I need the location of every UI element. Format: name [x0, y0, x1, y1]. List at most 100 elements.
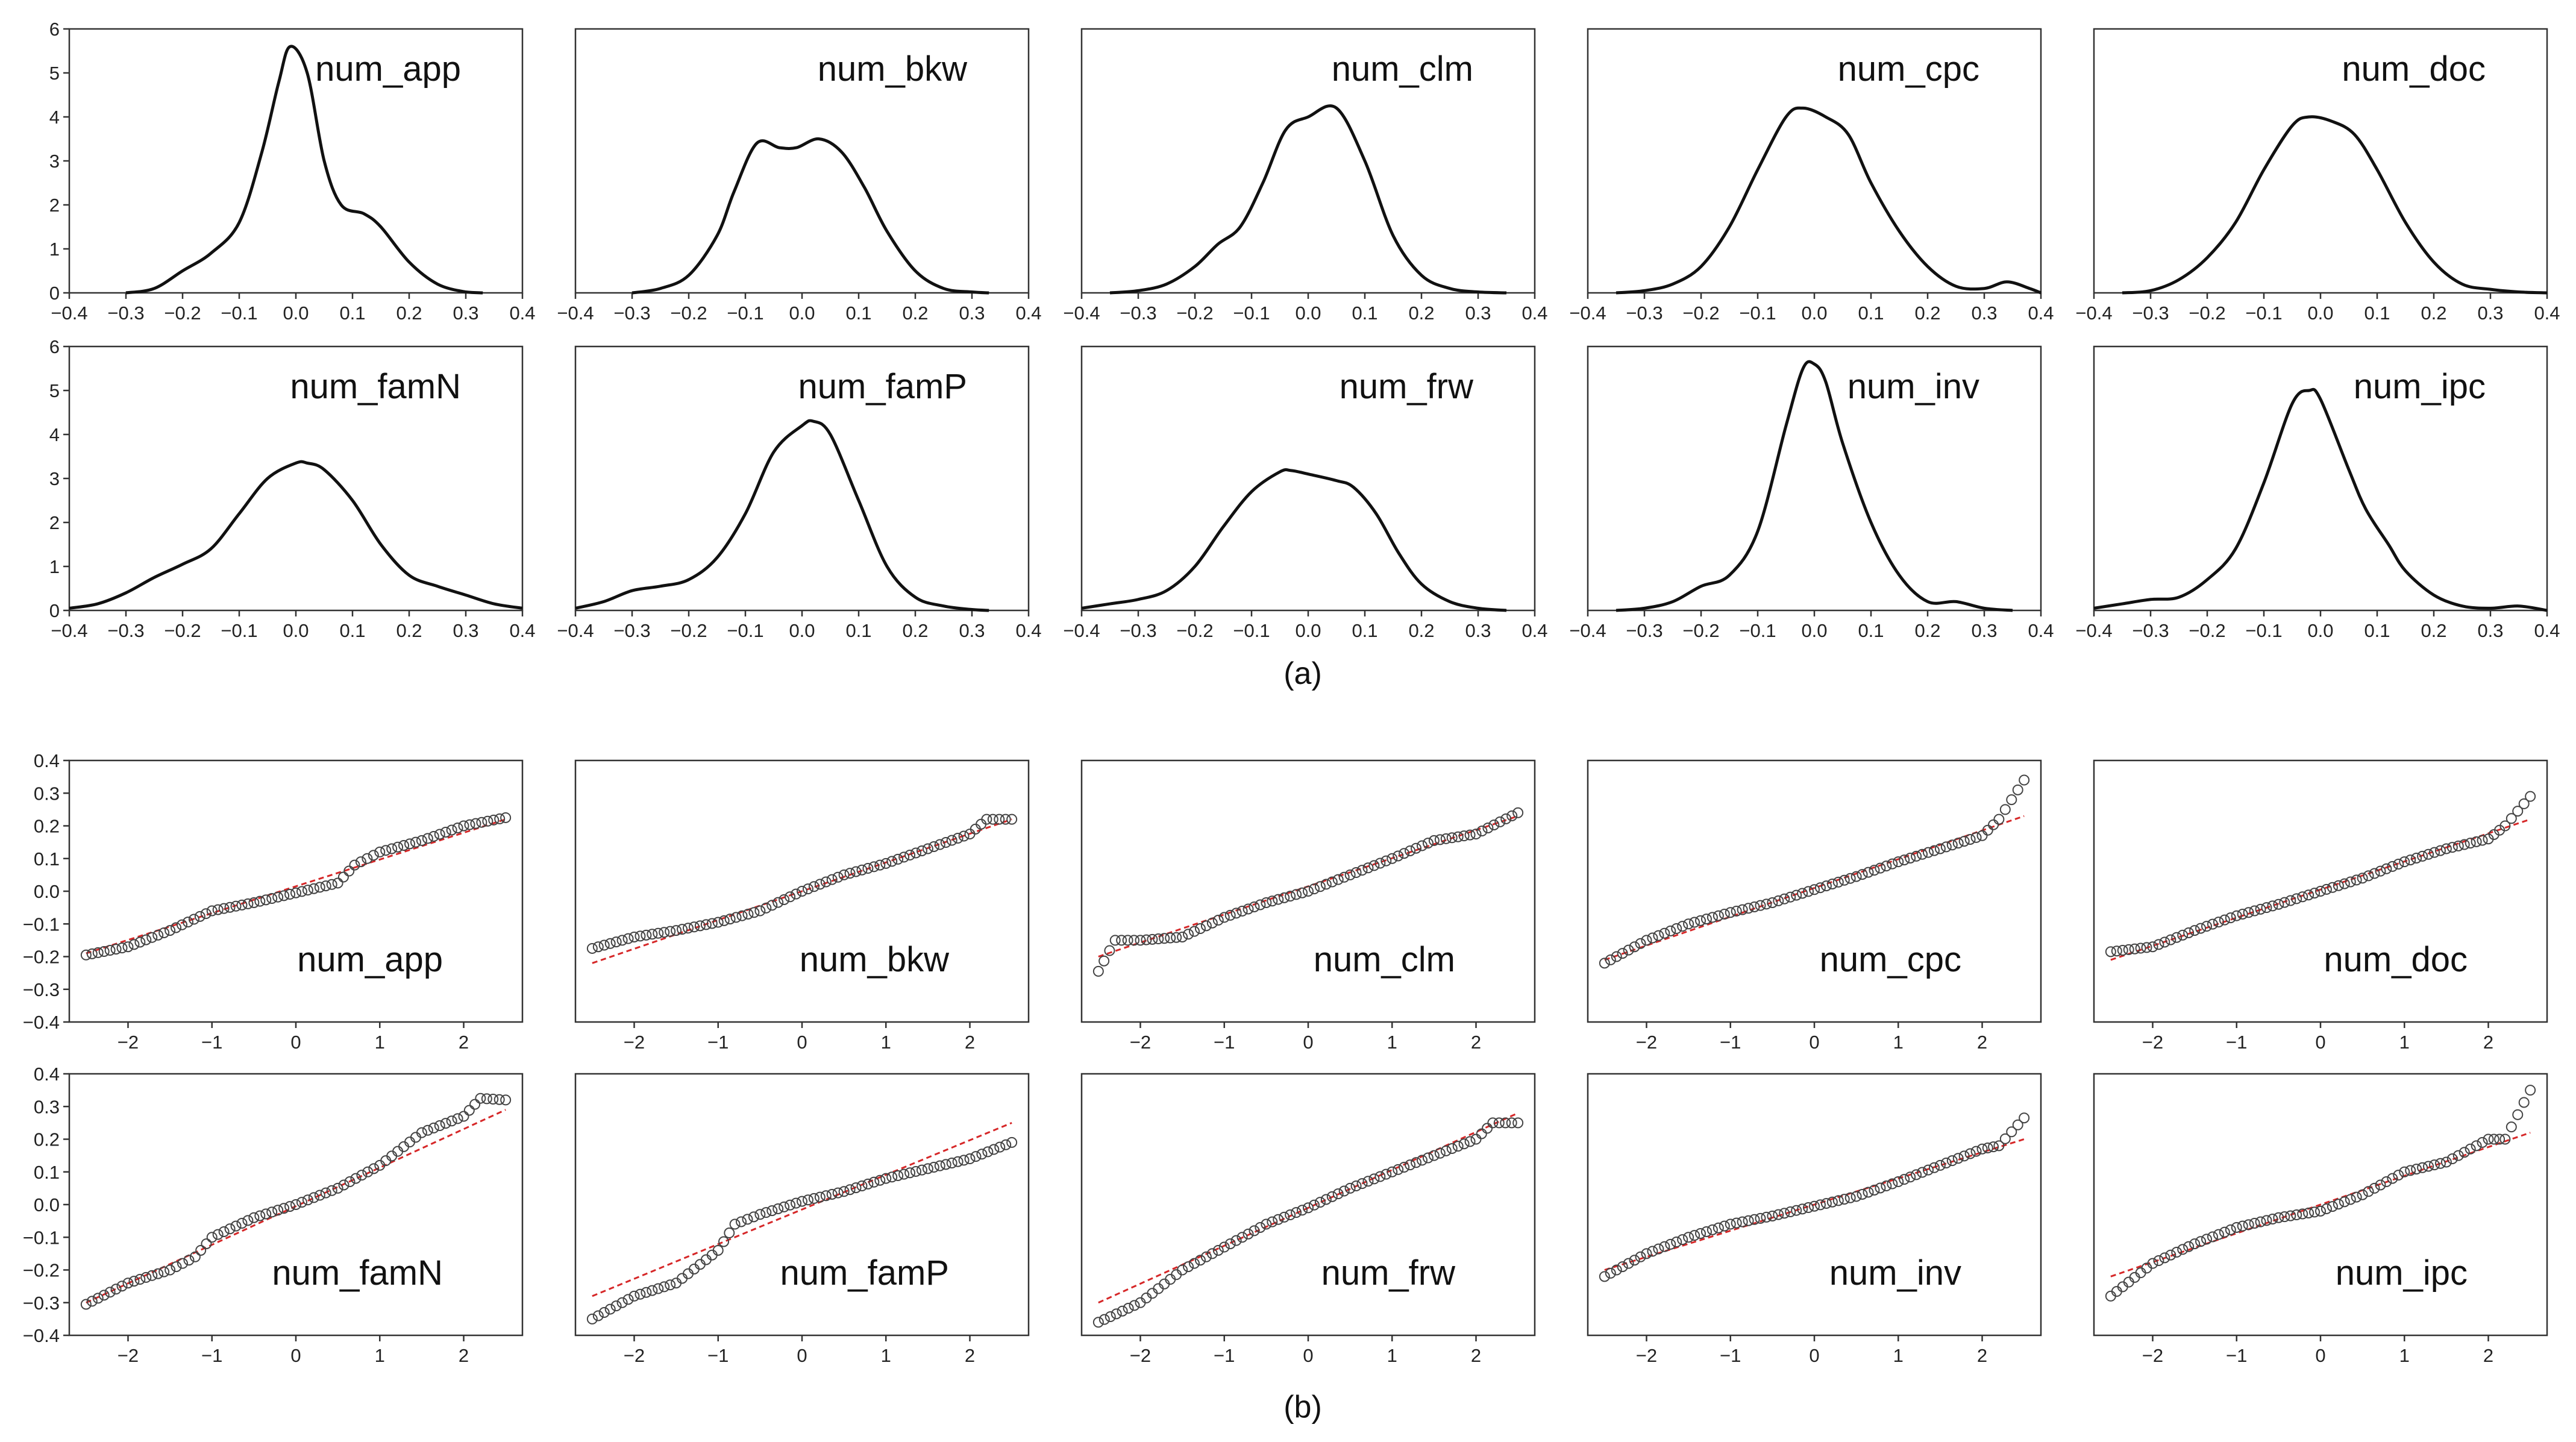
qq-point	[862, 1178, 874, 1190]
qq-point	[2434, 845, 2446, 856]
qq-point	[266, 893, 278, 904]
qq-point	[128, 939, 140, 950]
qq-point	[2345, 876, 2356, 888]
qq-point	[1761, 898, 1772, 910]
qq-point	[284, 889, 296, 900]
x-tick-label: 0	[290, 1032, 301, 1053]
kde-curve	[125, 45, 483, 295]
qq-point	[2375, 865, 2386, 877]
x-tick-label: 0.4	[1521, 303, 1547, 324]
panel-title: num_ipc	[2336, 1253, 2468, 1293]
qq-point	[1988, 819, 1999, 830]
qq-point	[1350, 1180, 1362, 1191]
qq-point	[230, 1220, 242, 1232]
qq-point	[2505, 813, 2517, 824]
qq-point	[802, 1194, 813, 1206]
qq-point	[808, 881, 819, 892]
x-tick-label: −0.3	[1626, 303, 1662, 324]
qq-point	[2225, 912, 2236, 924]
qq-point	[1092, 1317, 1104, 1328]
qq-point	[2189, 925, 2201, 936]
qq-point	[1218, 912, 1230, 923]
qq-point	[785, 891, 796, 903]
qq-point	[2012, 1119, 2023, 1130]
qq-point	[1653, 1243, 1664, 1255]
qq-point	[616, 935, 628, 946]
qq-point	[2243, 907, 2254, 918]
x-tick-label: 2	[2483, 1345, 2493, 1366]
qq-point	[1362, 1176, 1374, 1187]
qq-point	[2465, 1143, 2476, 1155]
qq-point	[2452, 840, 2464, 851]
qq-point	[92, 947, 104, 958]
x-tick-label: −1	[201, 1345, 222, 1366]
qq-point	[1677, 921, 1688, 932]
qq-point	[910, 847, 921, 859]
qq-point	[1719, 908, 1730, 920]
x-tick-label: −2	[1636, 1345, 1657, 1366]
qq-point	[1255, 899, 1266, 911]
reference-line	[592, 818, 1012, 964]
qq-point	[868, 1176, 880, 1188]
x-tick-label: −0.1	[727, 303, 763, 324]
qq-point	[1964, 833, 1976, 845]
qq-point	[350, 1173, 362, 1184]
x-tick-label: −2	[2142, 1345, 2163, 1366]
qq-point	[1791, 889, 1802, 901]
qq-point	[2195, 1236, 2207, 1247]
qq-point	[688, 921, 700, 933]
kde-curve	[1081, 468, 1507, 612]
qq-point	[1719, 1220, 1730, 1232]
x-tick-label: −1	[201, 1032, 222, 1053]
qq-point	[1755, 900, 1766, 911]
qq-point	[2327, 882, 2338, 893]
qq-point	[1820, 880, 1832, 892]
qq-point	[1171, 932, 1182, 943]
qq-point	[1123, 1303, 1134, 1314]
qq-point	[1230, 1235, 1242, 1246]
x-tick-label: 0	[2315, 1032, 2325, 1053]
qq-point	[2321, 1203, 2332, 1214]
qq-point	[224, 901, 236, 913]
qq-point	[2255, 1216, 2266, 1227]
qq-point	[1683, 1232, 1694, 1243]
y-tick-label: −0.2	[23, 947, 60, 968]
qq-point	[296, 886, 307, 897]
x-tick-label: 0.1	[1352, 303, 1377, 324]
x-tick-label: −0.1	[221, 620, 257, 641]
qq-point	[1838, 874, 1850, 886]
qq-point	[242, 1215, 254, 1226]
qq-point	[1243, 1228, 1254, 1240]
x-tick-label: 0.3	[959, 303, 985, 324]
qq-point	[2381, 1176, 2392, 1188]
x-tick-label: −2	[1130, 1032, 1151, 1053]
qq-point	[2201, 1234, 2213, 1245]
x-tick-label: 2	[1471, 1345, 1481, 1366]
qq-point	[2279, 897, 2290, 908]
caption-b: (b)	[1283, 1390, 1322, 1425]
x-tick-label: 2	[459, 1032, 469, 1053]
qq-point	[994, 1141, 1006, 1153]
qq-point	[2363, 870, 2374, 882]
x-tick-label: 1	[2399, 1345, 2410, 1366]
qq-point	[1970, 832, 1982, 843]
qq-point	[487, 1094, 499, 1105]
qq-point	[1695, 1228, 1706, 1240]
qq-point	[1881, 860, 1892, 872]
qq-point	[2477, 1136, 2488, 1148]
qq-point	[1506, 1117, 1517, 1129]
qq-point	[850, 1182, 862, 1194]
qq-point	[1261, 1218, 1272, 1230]
panel-num-app: −0.4 −0.3 −0.2 −0.1 0.0 0.1 0.2 0.3 0.4 0 1 2 3 4 5 6 nu…	[49, 19, 536, 324]
qq-point	[856, 864, 868, 876]
qq-point	[416, 1127, 427, 1138]
x-tick-label: 0.0	[2307, 620, 2333, 641]
panel-title: num_inv	[1847, 367, 1979, 406]
qq-point	[1458, 830, 1470, 842]
qq-point	[754, 1209, 766, 1220]
panel-num-bkw: −2 −1 0 1 2 num_bkw	[574, 759, 1030, 1053]
qq-point	[2006, 1126, 2017, 1138]
qq-point	[838, 869, 850, 880]
qq-point	[820, 1190, 832, 1202]
qq-point	[1122, 935, 1133, 946]
